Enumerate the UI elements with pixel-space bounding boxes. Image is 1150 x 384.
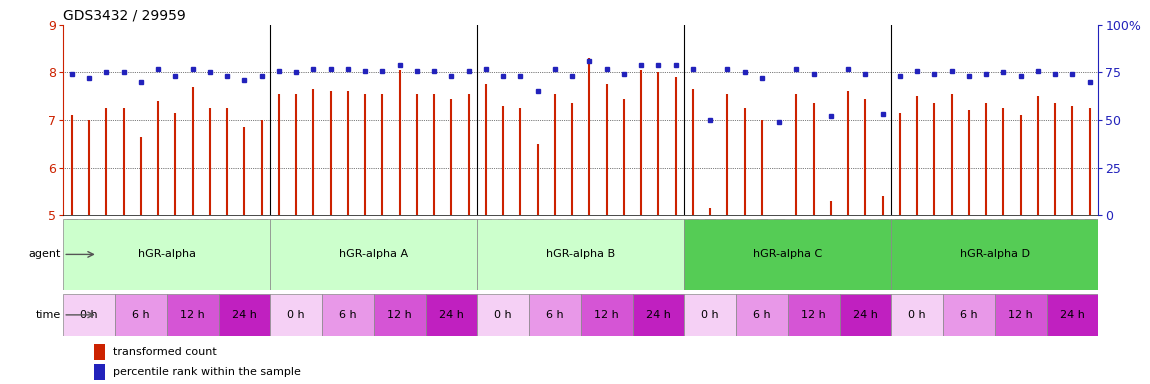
Bar [995,294,1046,336]
Bar [891,219,1098,290]
Bar [94,364,105,379]
Bar [322,294,374,336]
Text: 24 h: 24 h [232,310,256,320]
Text: 24 h: 24 h [1060,310,1084,320]
Bar [581,294,632,336]
Bar [477,219,684,290]
Text: 6 h: 6 h [960,310,978,320]
Text: 12 h: 12 h [1009,310,1033,320]
Text: percentile rank within the sample: percentile rank within the sample [113,367,301,377]
Text: GDS3432 / 29959: GDS3432 / 29959 [63,8,186,22]
Text: 12 h: 12 h [595,310,619,320]
Text: 0 h: 0 h [81,310,98,320]
Text: hGR-alpha B: hGR-alpha B [546,249,615,260]
Text: 0 h: 0 h [494,310,512,320]
Bar [94,344,105,360]
Text: hGR-alpha D: hGR-alpha D [960,249,1029,260]
Bar [270,294,322,336]
Bar [63,294,115,336]
Text: hGR-alpha C: hGR-alpha C [753,249,822,260]
Bar [840,294,891,336]
Bar [736,294,788,336]
Text: 12 h: 12 h [181,310,205,320]
Bar [529,294,581,336]
Text: 6 h: 6 h [339,310,356,320]
Bar [684,219,891,290]
Text: 0 h: 0 h [702,310,719,320]
Text: 6 h: 6 h [753,310,770,320]
Text: 12 h: 12 h [388,310,412,320]
Bar [63,219,270,290]
Bar [632,294,684,336]
Bar [891,294,943,336]
Text: 6 h: 6 h [132,310,150,320]
Text: hGR-alpha: hGR-alpha [138,249,196,260]
Bar [943,294,995,336]
Text: 0 h: 0 h [908,310,926,320]
Text: 12 h: 12 h [802,310,826,320]
Text: agent: agent [29,249,61,260]
Bar [1046,294,1098,336]
Bar [270,219,477,290]
Text: transformed count: transformed count [113,347,216,357]
Text: 24 h: 24 h [646,310,670,320]
Bar [684,294,736,336]
Text: 6 h: 6 h [546,310,564,320]
Bar [115,294,167,336]
Bar [426,294,477,336]
Text: hGR-alpha A: hGR-alpha A [339,249,408,260]
Text: 24 h: 24 h [439,310,463,320]
Text: 24 h: 24 h [853,310,877,320]
Bar [374,294,426,336]
Text: time: time [36,310,61,320]
Bar [788,294,840,336]
Bar [477,294,529,336]
Text: 0 h: 0 h [288,310,305,320]
Bar [218,294,270,336]
Bar [167,294,218,336]
